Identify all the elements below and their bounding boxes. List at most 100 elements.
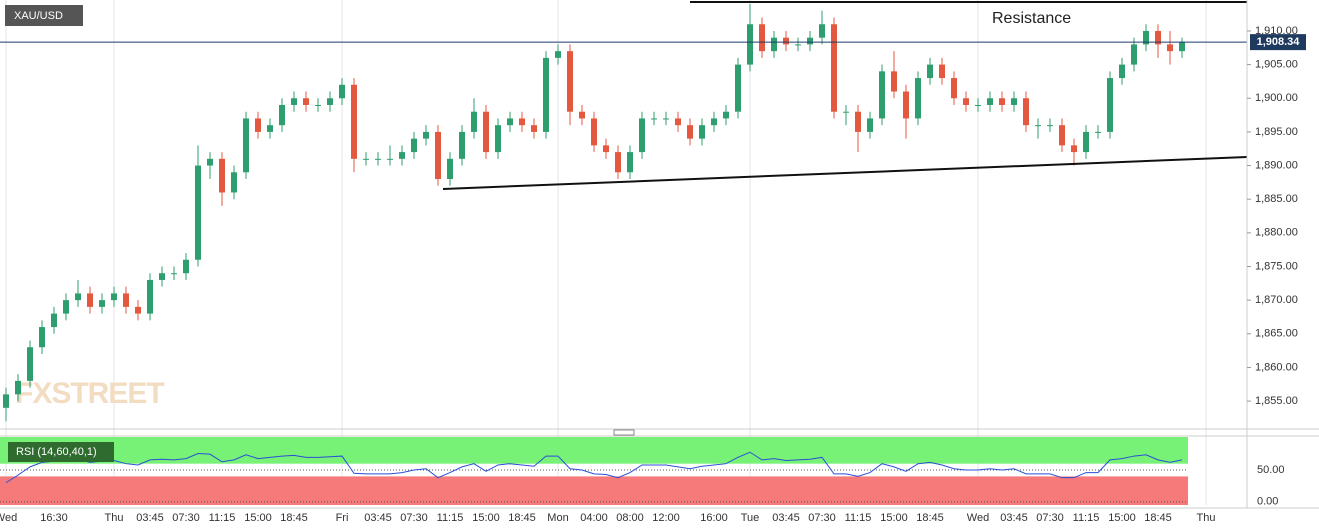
x-tick-label: 03:45 <box>136 512 164 524</box>
y-tick-label: 1,890.00 <box>1255 159 1298 171</box>
candle-body <box>459 131 465 159</box>
candle-body <box>351 84 357 159</box>
candle-body <box>507 118 513 126</box>
x-tick-label: 07:30 <box>808 512 836 524</box>
candle-body <box>123 293 129 307</box>
candle-body <box>879 71 885 119</box>
candle-body <box>243 118 249 173</box>
candle-body <box>651 118 657 120</box>
x-tick-label: Thu <box>1197 512 1216 524</box>
candle-body <box>63 300 69 314</box>
candle-body <box>411 138 417 153</box>
candle-body <box>363 158 369 160</box>
x-tick-label: 08:00 <box>616 512 644 524</box>
candle-body <box>435 131 441 180</box>
candle-body <box>147 279 153 314</box>
candle-body <box>1179 42 1185 52</box>
candle-body <box>735 64 741 112</box>
indicator-label: RSI (14,60,40,1) <box>16 446 97 458</box>
watermark: FXSTREET <box>15 377 164 410</box>
x-tick-label: 18:45 <box>916 512 944 524</box>
candle-body <box>399 152 405 159</box>
candle-body <box>951 78 957 99</box>
candle-body <box>1107 78 1113 132</box>
candle-body <box>699 125 705 139</box>
candle-body <box>759 24 765 52</box>
last-price-box <box>1250 34 1306 51</box>
symbol-box <box>5 5 83 26</box>
candle-body <box>1035 125 1041 127</box>
x-tick-label: 07:30 <box>172 512 200 524</box>
candle-body <box>15 380 21 395</box>
candle-body <box>195 165 201 260</box>
y-tick-label: 1,870.00 <box>1255 294 1298 306</box>
x-tick-label: 11:15 <box>437 512 464 524</box>
candle-body <box>843 111 849 113</box>
x-tick-label: 03:45 <box>772 512 800 524</box>
candle-body <box>711 118 717 126</box>
candle-body <box>1083 131 1089 153</box>
y-tick-label: 1,865.00 <box>1255 328 1298 340</box>
candle-body <box>495 125 501 153</box>
candle-body <box>567 51 573 112</box>
x-tick-label: Wed <box>0 512 17 524</box>
x-tick-label: Tue <box>741 512 760 524</box>
candle-body <box>327 98 333 105</box>
candle-body <box>51 313 57 328</box>
candle-body <box>339 84 345 99</box>
candle-body <box>3 394 9 408</box>
candle-body <box>255 118 261 132</box>
x-tick-label: Fri <box>336 512 349 524</box>
candle-body <box>615 152 621 173</box>
annotation: Resistance <box>992 10 1071 27</box>
candle-body <box>111 293 117 301</box>
y-tick-label: 1,895.00 <box>1255 126 1298 138</box>
candle-body <box>519 118 525 126</box>
candle-body <box>219 158 225 193</box>
x-tick-label: 03:45 <box>1000 512 1028 524</box>
candle-body <box>747 24 753 65</box>
candle-body <box>1167 44 1173 52</box>
candle-body <box>291 98 297 105</box>
candle-body <box>867 118 873 132</box>
candle-body <box>1011 98 1017 105</box>
candle-body <box>819 24 825 38</box>
candle-body <box>231 172 237 193</box>
candle-body <box>939 64 945 79</box>
candle-body <box>591 118 597 146</box>
candle-body <box>447 158 453 180</box>
overbought-zone <box>0 437 1188 464</box>
x-tick-label: 11:15 <box>845 512 872 524</box>
candle-body <box>771 37 777 52</box>
candle-body <box>1119 64 1125 79</box>
candle-body <box>303 98 309 105</box>
candle-body <box>483 111 489 153</box>
candle-body <box>135 306 141 314</box>
y-tick-label: 1,905.00 <box>1255 59 1298 71</box>
candle-body <box>375 158 381 160</box>
x-tick-label: 15:00 <box>244 512 272 524</box>
candle-body <box>855 111 861 132</box>
resize-handle[interactable] <box>613 429 635 436</box>
y-tick-label: 50.00 <box>1257 464 1285 476</box>
x-tick-label: Wed <box>967 512 989 524</box>
candle-body <box>1023 98 1029 126</box>
x-tick-label: 07:30 <box>400 512 428 524</box>
x-tick-label: 11:15 <box>1073 512 1100 524</box>
x-tick-label: 18:45 <box>280 512 308 524</box>
x-tick-label: 18:45 <box>1144 512 1172 524</box>
candle-body <box>795 44 801 46</box>
y-tick-label: 1,860.00 <box>1255 361 1298 373</box>
oversold-zone <box>0 476 1188 505</box>
candle-body <box>1143 30 1149 45</box>
x-tick-label: 16:30 <box>40 512 68 524</box>
candle-body <box>963 98 969 105</box>
x-tick-label: 07:30 <box>1036 512 1064 524</box>
candle-body <box>543 57 549 132</box>
candle-body <box>423 131 429 139</box>
rsi-line <box>5 451 1183 484</box>
candle-body <box>183 259 189 274</box>
candle-body <box>903 91 909 119</box>
candle-body <box>279 104 285 126</box>
candle-body <box>75 293 81 301</box>
